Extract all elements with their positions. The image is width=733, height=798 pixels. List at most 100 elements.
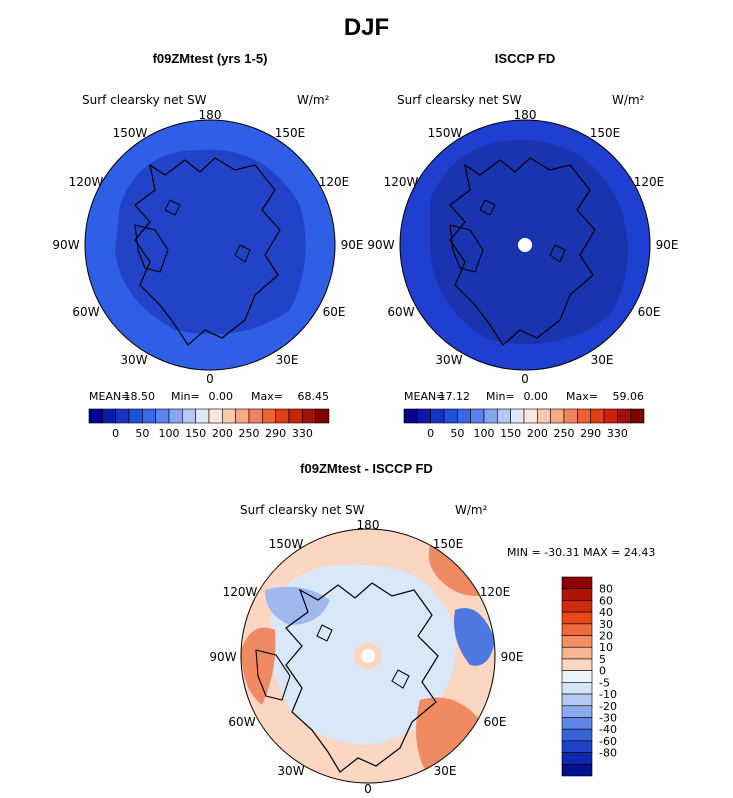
model-max-value: 68.45 — [298, 390, 330, 403]
diff-blue-patch-nw — [265, 586, 330, 625]
obs-map: Surf clearsky net SW W/m² 180 150E 120E … — [367, 93, 678, 440]
diff-lon-120w: 120W — [223, 585, 258, 599]
obs-lon-120e: 120E — [634, 175, 665, 189]
diff-colorbar-swatch — [561, 611, 593, 625]
model-colorbar-tick-label: 330 — [292, 427, 313, 440]
obs-min-label: Min= — [486, 390, 515, 403]
model-colorbar-tick-label: 0 — [112, 427, 119, 440]
obs-stats: MEAN= 17.12 Min= 0.00 Max= 59.06 — [404, 390, 644, 403]
model-colorbar-swatch — [195, 408, 210, 424]
obs-lon-0: 0 — [521, 372, 529, 386]
model-lon-180: 180 — [199, 108, 222, 122]
obs-colorbar-swatch — [497, 408, 511, 424]
diff-lon-60e: 60E — [484, 715, 507, 729]
diff-field-label: Surf clearsky net SW — [240, 503, 365, 517]
obs-lon-60w: 60W — [387, 305, 414, 319]
diff-colorbar-swatch — [561, 623, 593, 636]
diff-colorbar-tick-label: -5 — [599, 676, 610, 689]
model-colorbar-tick-label: 290 — [265, 427, 286, 440]
diff-colorbar-tick-label: -30 — [599, 711, 617, 724]
obs-colorbar: 0 50 100 150 200 250 290 330 — [403, 408, 645, 440]
diff-lon-0: 0 — [364, 782, 372, 796]
obs-colorbar-swatch — [603, 408, 618, 424]
diff-orange-patch-ne — [428, 545, 485, 596]
model-colorbar-swatch — [235, 408, 250, 424]
diff-colorbar-tick-label: 10 — [599, 641, 613, 654]
obs-lon-30w: 30W — [435, 353, 462, 367]
diff-colorbar-swatch — [561, 658, 593, 671]
obs-colorbar-tick-label: 330 — [607, 427, 628, 440]
obs-colorbar-swatch — [470, 408, 485, 424]
model-colorbar-swatch — [288, 408, 303, 424]
obs-colorbar-tick-label: 0 — [427, 427, 434, 440]
model-colorbar-swatch — [128, 408, 143, 424]
diff-colorbar-tick-label: 5 — [599, 653, 606, 666]
obs-colorbar-tick-label: 150 — [500, 427, 521, 440]
model-field-label: Surf clearsky net SW — [82, 93, 207, 107]
obs-pole-hole — [518, 238, 532, 252]
obs-colorbar-tick-label: 250 — [554, 427, 575, 440]
model-colorbar-swatch — [88, 408, 103, 424]
model-units-label: W/m² — [297, 93, 330, 107]
diff-orange-patch-se — [416, 697, 480, 770]
obs-max-value: 59.06 — [613, 390, 645, 403]
obs-units-label: W/m² — [612, 93, 645, 107]
obs-colorbar-swatch — [537, 408, 551, 424]
diff-colorbar-swatch — [561, 717, 593, 730]
obs-mean-value: 17.12 — [439, 390, 471, 403]
diff-map-border — [240, 528, 496, 784]
model-panel-title: f09ZMtest (yrs 1-5) — [152, 51, 268, 66]
obs-min-value: 0.00 — [524, 390, 549, 403]
obs-lon-90w: 90W — [367, 238, 394, 252]
obs-colorbar-swatch — [523, 408, 538, 424]
obs-colorbar-swatch — [430, 408, 445, 424]
diff-colorbar-tick-label: -20 — [599, 700, 617, 713]
diff-colorbar-swatch — [561, 728, 593, 742]
diff-colorbar-tick-label: 60 — [599, 594, 613, 607]
model-map: Surf clearsky net SW W/m² 180 150E 120E … — [52, 93, 363, 440]
obs-colorbar-swatch — [483, 408, 498, 424]
obs-map-border — [399, 119, 651, 371]
obs-panel-title: ISCCP FD — [494, 51, 556, 66]
model-min-value: 0.00 — [209, 390, 234, 403]
diff-colorbar-tick-label: -80 — [599, 747, 617, 760]
model-colorbar-swatch — [262, 408, 276, 424]
obs-islands-outline — [479, 199, 566, 263]
diff-lon-150w: 150W — [269, 537, 304, 551]
diff-colorbar-tick-label: 20 — [599, 630, 613, 643]
obs-lon-180: 180 — [514, 108, 537, 122]
obs-colorbar-tick-label: 100 — [474, 427, 495, 440]
diff-colorbar-tick-label: 0 — [599, 665, 606, 678]
diff-lon-30e: 30E — [434, 764, 457, 778]
obs-colorbar-swatch — [403, 408, 418, 424]
diff-colorbar-swatch — [561, 752, 593, 765]
model-lon-120w: 120W — [69, 175, 104, 189]
model-min-label: Min= — [171, 390, 200, 403]
diff-colorbar-swatch — [561, 588, 593, 601]
model-islands-outline — [164, 199, 251, 263]
diff-colorbar-swatch — [561, 740, 593, 753]
model-colorbar-swatch — [315, 408, 330, 424]
diff-units-label: W/m² — [455, 503, 488, 517]
model-lon-120e: 120E — [319, 175, 350, 189]
obs-lon-150e: 150E — [590, 126, 621, 140]
obs-colorbar-swatch — [590, 408, 605, 424]
model-lon-60e: 60E — [323, 305, 346, 319]
model-max-label: Max= — [251, 390, 283, 403]
diff-lon-30w: 30W — [277, 764, 304, 778]
obs-lon-120w: 120W — [384, 175, 419, 189]
obs-colorbar-swatch — [457, 408, 471, 424]
diff-islands-outline — [316, 624, 410, 689]
model-lon-30e: 30E — [276, 353, 299, 367]
diff-greenland-outline — [255, 649, 291, 701]
model-colorbar-swatch — [222, 408, 236, 424]
obs-colorbar-swatch — [617, 408, 631, 424]
obs-lon-60e: 60E — [638, 305, 661, 319]
model-colorbar-swatch — [155, 408, 170, 424]
model-stats: MEAN= 18.50 Min= 0.00 Max= 68.45 — [89, 390, 329, 403]
diff-colorbar-swatch — [561, 705, 593, 718]
obs-colorbar-swatch — [550, 408, 565, 424]
diff-lon-180: 180 — [357, 518, 380, 532]
diff-colorbar-tick-label: -40 — [599, 723, 617, 736]
